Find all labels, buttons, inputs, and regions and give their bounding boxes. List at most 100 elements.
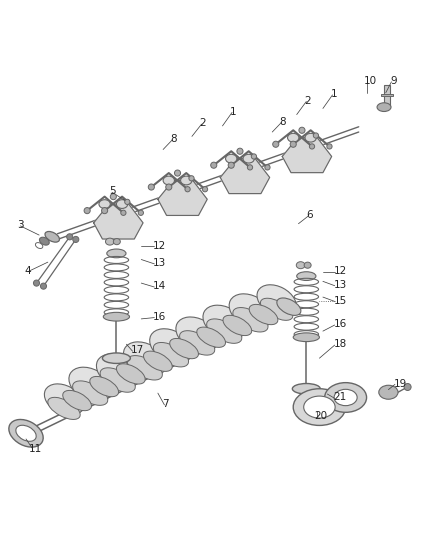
Ellipse shape	[251, 154, 257, 159]
Ellipse shape	[96, 354, 139, 389]
Ellipse shape	[197, 327, 226, 348]
Ellipse shape	[189, 176, 194, 181]
Text: 21: 21	[333, 392, 346, 402]
Ellipse shape	[237, 148, 243, 154]
Ellipse shape	[121, 210, 126, 215]
Ellipse shape	[16, 425, 36, 441]
Text: 18: 18	[333, 339, 346, 349]
Ellipse shape	[84, 207, 90, 214]
Ellipse shape	[273, 141, 279, 147]
Ellipse shape	[35, 243, 43, 248]
Ellipse shape	[73, 236, 79, 243]
Ellipse shape	[117, 364, 145, 384]
Ellipse shape	[211, 162, 217, 168]
Ellipse shape	[113, 239, 120, 245]
Ellipse shape	[144, 351, 172, 372]
Ellipse shape	[100, 368, 135, 392]
Text: 6: 6	[306, 210, 313, 220]
Ellipse shape	[9, 419, 43, 447]
Ellipse shape	[69, 367, 112, 401]
Ellipse shape	[309, 144, 314, 149]
Text: 8: 8	[279, 117, 286, 126]
Ellipse shape	[102, 353, 131, 364]
Ellipse shape	[117, 200, 128, 208]
Bar	[384, 85, 390, 106]
Ellipse shape	[243, 154, 254, 163]
Ellipse shape	[296, 262, 305, 269]
Bar	[381, 94, 393, 96]
Polygon shape	[158, 181, 207, 215]
Ellipse shape	[277, 298, 301, 316]
Text: 2: 2	[199, 118, 206, 128]
Ellipse shape	[180, 176, 192, 185]
Ellipse shape	[99, 200, 110, 208]
Ellipse shape	[44, 384, 84, 415]
Ellipse shape	[166, 184, 172, 190]
Ellipse shape	[110, 193, 117, 200]
Ellipse shape	[379, 385, 398, 399]
Ellipse shape	[226, 154, 237, 163]
Ellipse shape	[39, 237, 49, 245]
Ellipse shape	[293, 333, 319, 342]
Ellipse shape	[138, 210, 144, 215]
Ellipse shape	[249, 304, 278, 325]
Ellipse shape	[313, 133, 318, 138]
Ellipse shape	[229, 294, 272, 328]
Text: 17: 17	[131, 345, 144, 356]
Text: 10: 10	[364, 76, 377, 86]
Ellipse shape	[63, 390, 92, 410]
Text: 1: 1	[230, 107, 237, 117]
Text: 4: 4	[25, 266, 32, 276]
Ellipse shape	[107, 249, 126, 258]
Ellipse shape	[150, 329, 192, 363]
Text: 14: 14	[152, 281, 166, 291]
Ellipse shape	[106, 238, 114, 245]
Polygon shape	[283, 138, 332, 173]
Text: 8: 8	[170, 134, 177, 144]
Ellipse shape	[127, 356, 162, 380]
Ellipse shape	[174, 170, 180, 176]
Ellipse shape	[292, 384, 320, 394]
Ellipse shape	[202, 187, 208, 192]
Text: 16: 16	[333, 319, 346, 329]
Ellipse shape	[103, 312, 130, 321]
Polygon shape	[220, 159, 270, 193]
Ellipse shape	[90, 376, 119, 397]
Ellipse shape	[293, 389, 346, 425]
Ellipse shape	[257, 285, 296, 316]
Text: 12: 12	[152, 240, 166, 251]
Ellipse shape	[45, 231, 60, 242]
Ellipse shape	[247, 165, 253, 170]
Text: 16: 16	[152, 312, 166, 322]
Text: 5: 5	[109, 187, 116, 196]
Ellipse shape	[233, 308, 268, 332]
Ellipse shape	[125, 199, 130, 205]
Text: 7: 7	[162, 399, 169, 409]
Ellipse shape	[304, 396, 335, 418]
Ellipse shape	[265, 165, 270, 170]
Ellipse shape	[288, 133, 299, 142]
Ellipse shape	[148, 184, 154, 190]
Ellipse shape	[297, 272, 316, 280]
Ellipse shape	[33, 280, 39, 286]
Ellipse shape	[228, 162, 234, 168]
Ellipse shape	[163, 176, 174, 185]
Ellipse shape	[67, 234, 73, 240]
Ellipse shape	[180, 330, 215, 355]
Text: 15: 15	[333, 296, 346, 305]
Ellipse shape	[299, 127, 305, 133]
Ellipse shape	[153, 343, 189, 367]
Ellipse shape	[203, 305, 246, 340]
Ellipse shape	[377, 103, 391, 111]
Text: 20: 20	[314, 411, 327, 421]
Text: 3: 3	[17, 220, 24, 230]
Ellipse shape	[185, 187, 190, 192]
Ellipse shape	[170, 338, 198, 359]
Polygon shape	[94, 204, 143, 239]
Ellipse shape	[48, 398, 80, 419]
Ellipse shape	[304, 262, 311, 268]
Text: 12: 12	[333, 266, 346, 276]
Ellipse shape	[290, 141, 296, 147]
Text: 11: 11	[29, 444, 42, 454]
Ellipse shape	[334, 389, 357, 406]
